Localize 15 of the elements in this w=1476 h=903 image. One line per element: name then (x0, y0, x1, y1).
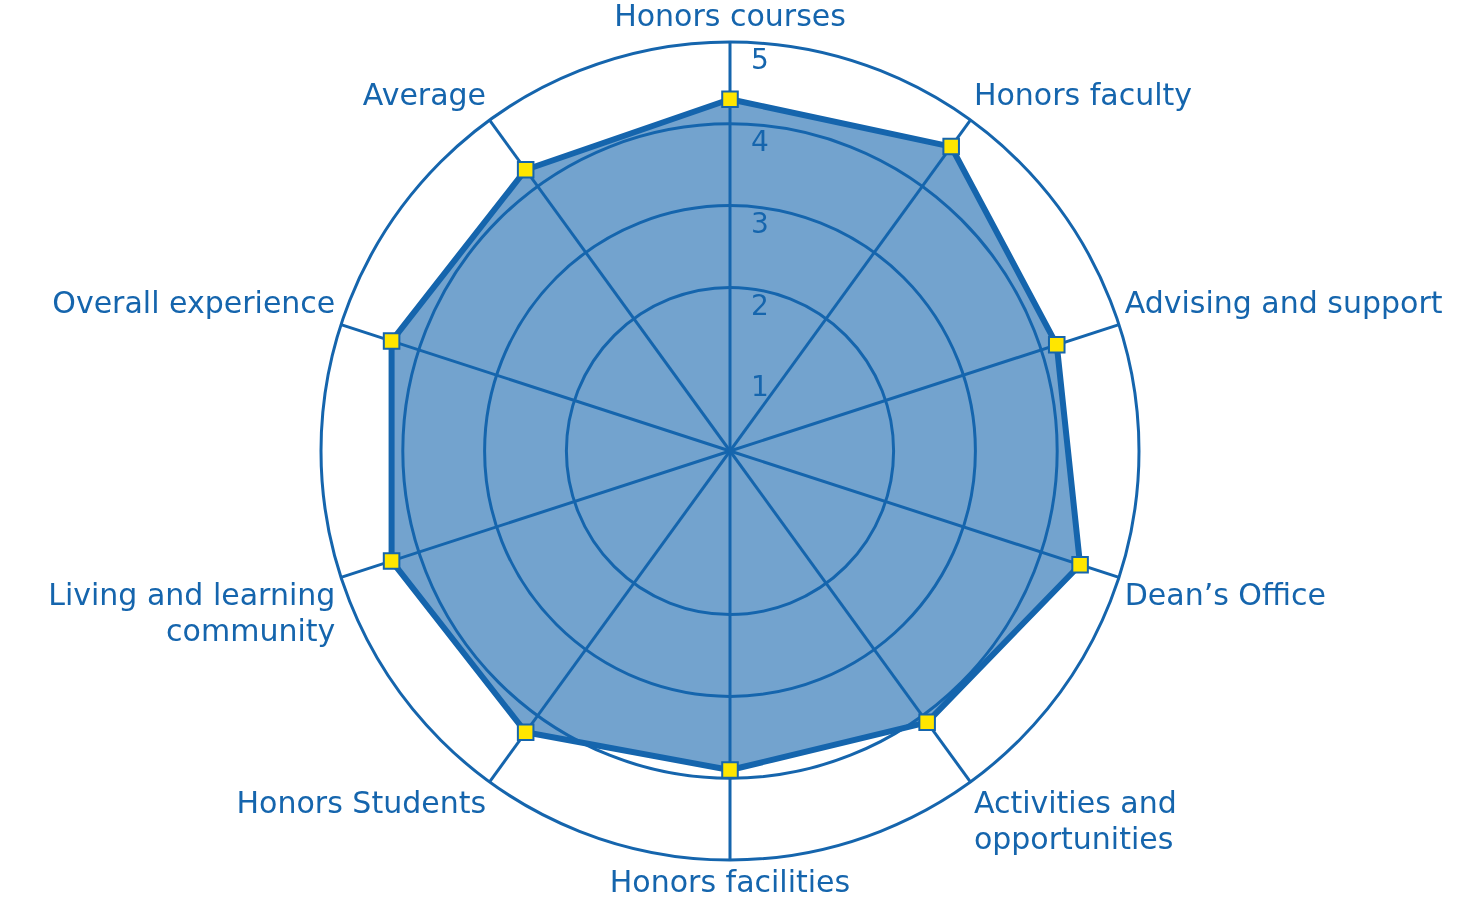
spoke-label: Honors faculty (973, 77, 1193, 113)
y-tick-label: 3 (751, 206, 769, 240)
spoke-label: Honors facilities (609, 863, 851, 899)
spoke-label: Living and learning community (48, 577, 336, 649)
spoke-label: Activities and opportunities (973, 784, 1177, 856)
y-tick-label: 2 (751, 288, 769, 322)
spoke-label: Honors Students (236, 784, 487, 820)
spoke-label: Honors courses (614, 0, 846, 33)
spoke-label: Overall experience (52, 284, 336, 320)
y-tick-label: 1 (751, 370, 769, 404)
spoke-label: Advising and support (1124, 284, 1443, 320)
y-tick-label: 5 (751, 43, 769, 77)
y-tick-label: 4 (751, 125, 769, 159)
spoke-label: Average (362, 77, 487, 113)
spoke-label: Dean’s Office (1124, 577, 1326, 613)
